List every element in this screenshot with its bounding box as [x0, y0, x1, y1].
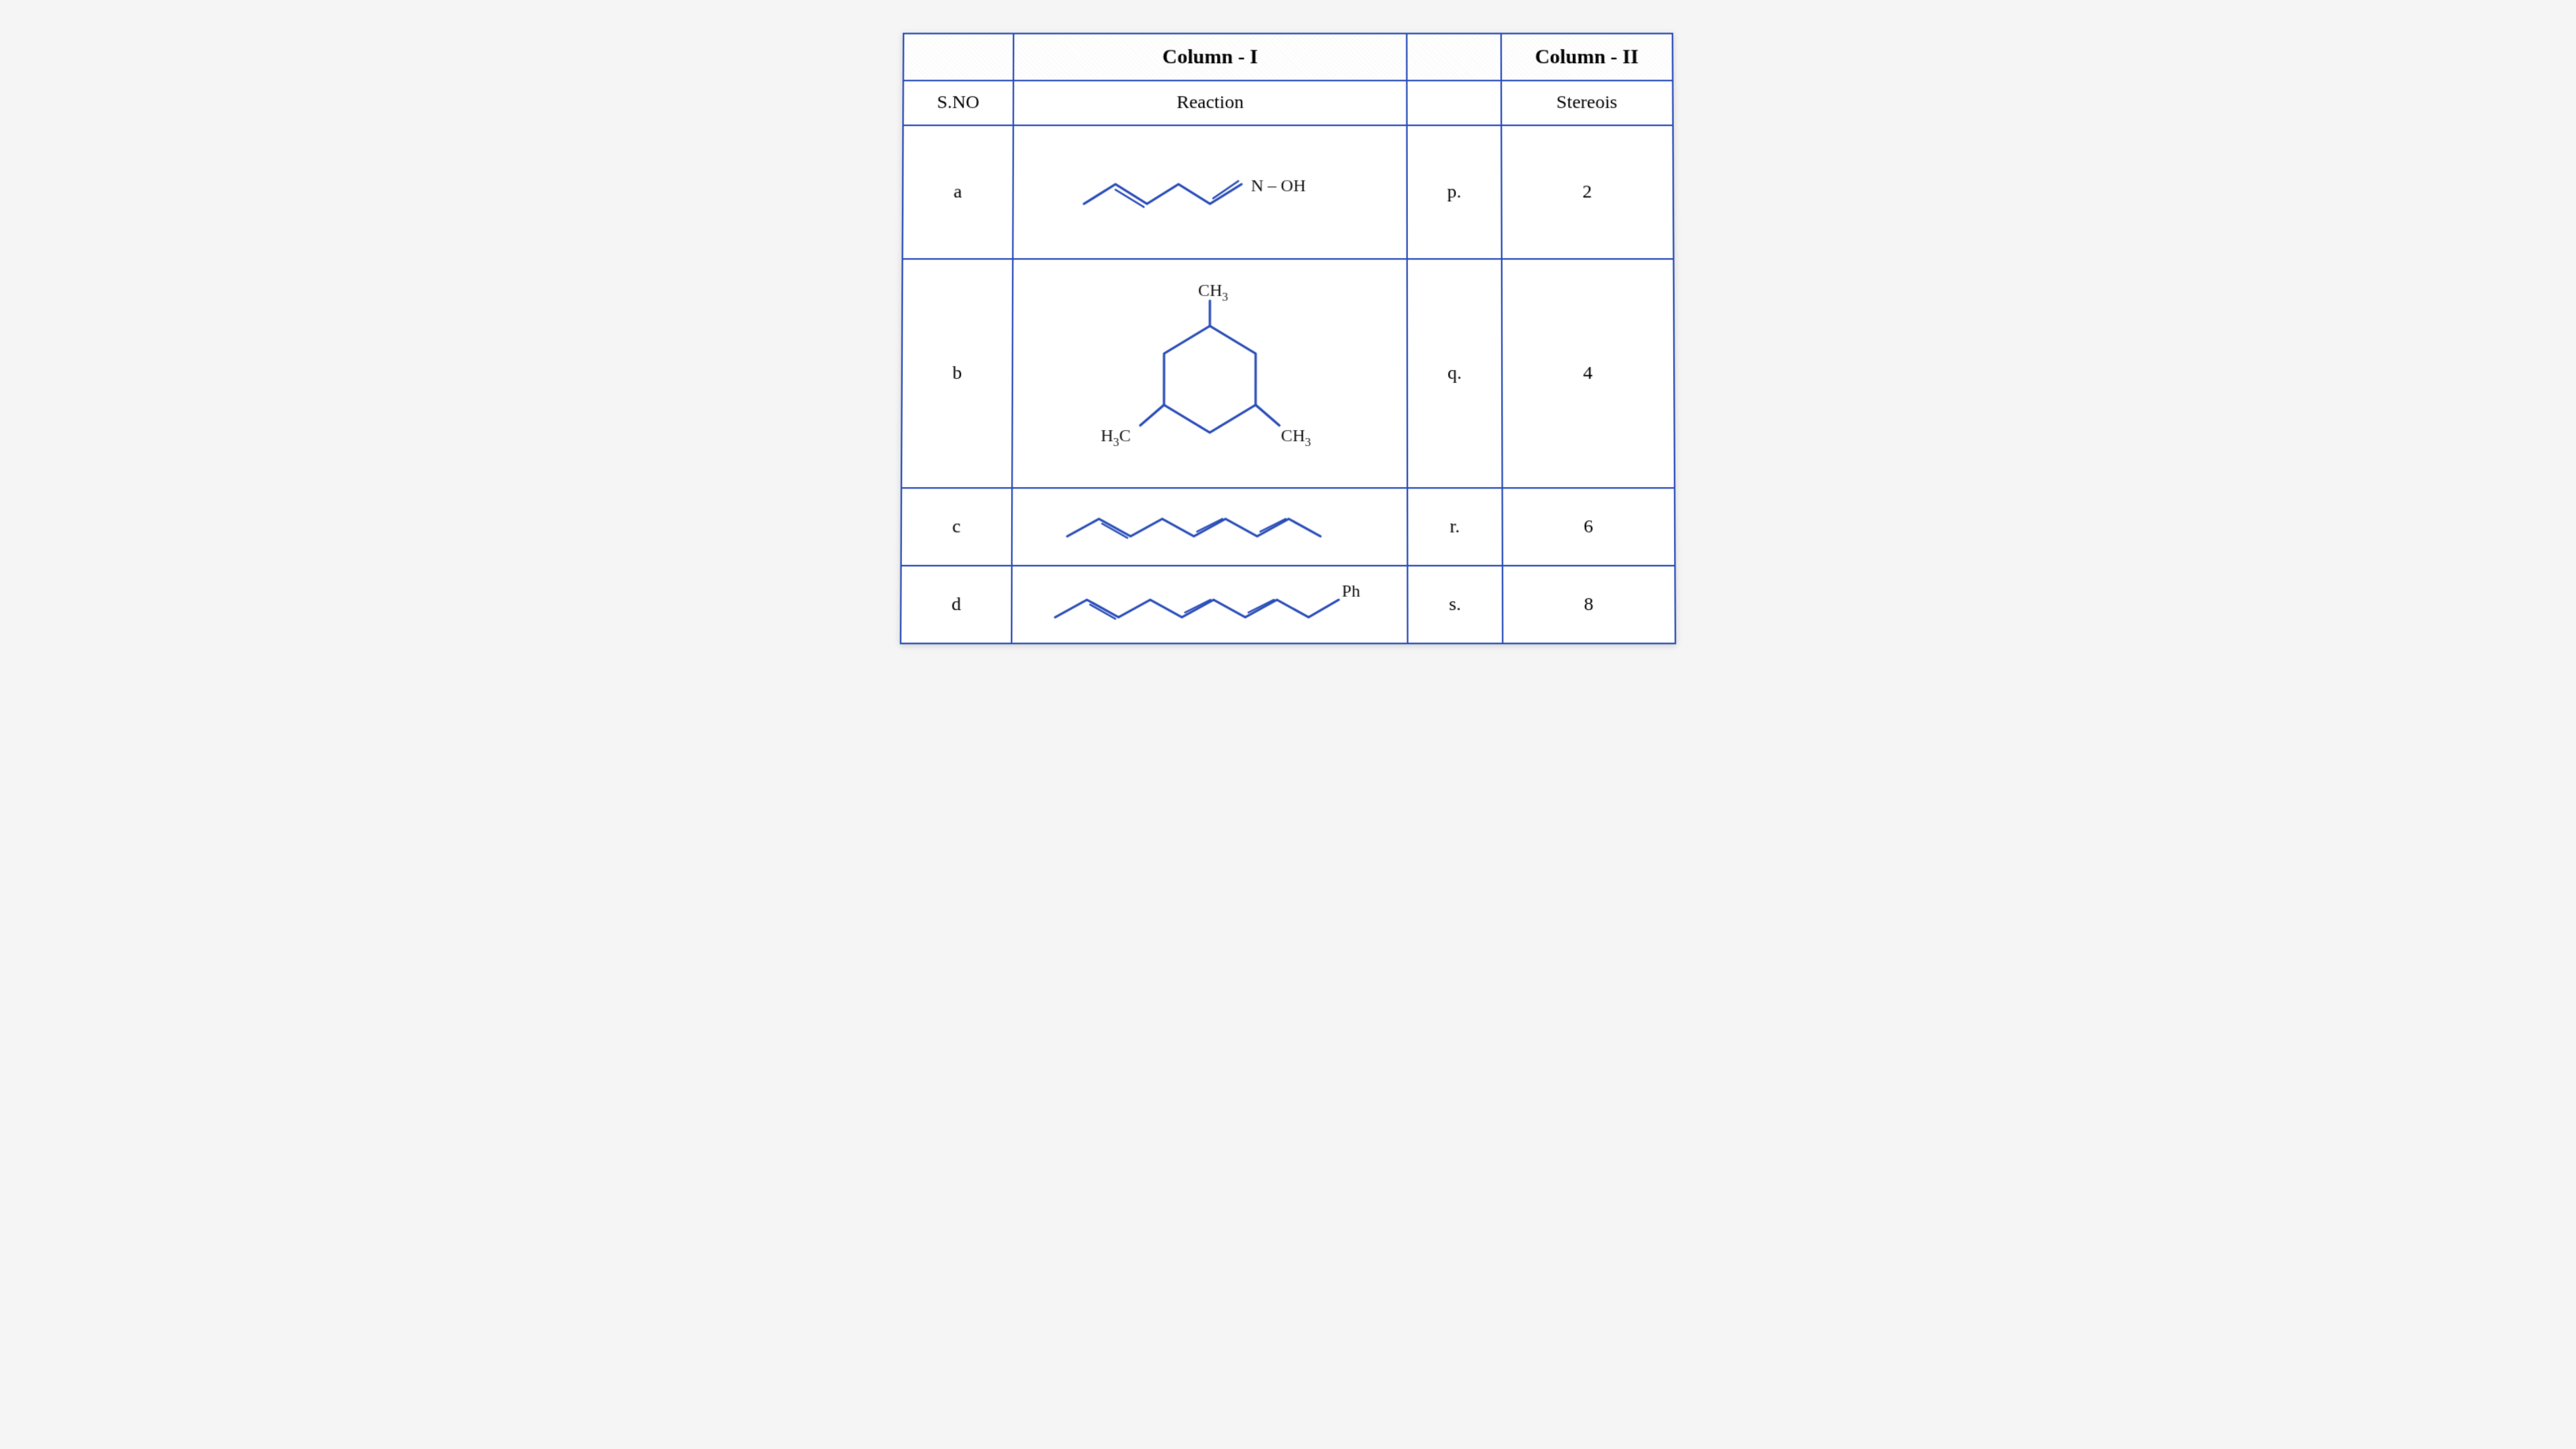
table-row: c r. 6 — [901, 488, 1676, 565]
molecule-triene-c8 — [1051, 504, 1368, 549]
molecule-triene-ph: Ph — [1039, 582, 1380, 627]
label-ch3-right: CH3 — [1281, 425, 1311, 449]
cell-sno: d — [900, 566, 1012, 644]
cell-reaction — [1012, 488, 1408, 565]
label-ch3-top: CH3 — [1198, 280, 1228, 304]
header-blank-2 — [1407, 34, 1501, 81]
cell-reaction: N – OH — [1013, 125, 1407, 259]
header-row: Column - I Column - II — [904, 34, 1673, 81]
cell-value: 6 — [1502, 488, 1675, 565]
label-noh: N – OH — [1251, 175, 1306, 195]
molecule-trimethyl-cyclohexane: CH3 CH3 H3C — [1084, 279, 1337, 468]
cell-key: s. — [1408, 566, 1503, 644]
header-column-2: Column - II — [1501, 34, 1673, 81]
cell-key: p. — [1407, 125, 1501, 259]
cell-reaction: CH3 CH3 H3C — [1012, 259, 1407, 488]
table-row: a N – OH p. 2 — [902, 125, 1673, 259]
subheader-reaction: Reaction — [1013, 80, 1407, 125]
subheader-stereo: Stereois — [1501, 80, 1673, 125]
cell-value: 8 — [1502, 566, 1675, 644]
table-row: b CH3 CH3 H3C q. 4 — [901, 259, 1675, 488]
header-column-1: Column - I — [1013, 34, 1407, 81]
cell-sno: b — [901, 259, 1013, 488]
cell-key: q. — [1407, 259, 1502, 488]
subheader-row: S.NO Reaction Stereois — [903, 80, 1672, 125]
cell-reaction: Ph — [1012, 566, 1408, 644]
label-h3c-left: H3C — [1101, 425, 1131, 449]
matching-table: Column - I Column - II S.NO Reaction Ste… — [900, 33, 1676, 645]
molecule-oxime-diene: N – OH — [1068, 157, 1352, 228]
cell-key: r. — [1408, 488, 1503, 565]
header-blank-1 — [904, 34, 1014, 81]
cell-sno: a — [902, 125, 1013, 259]
label-ph: Ph — [1342, 582, 1360, 601]
cell-value: 4 — [1501, 259, 1675, 488]
cell-value: 2 — [1501, 125, 1674, 259]
table-row: d Ph s. 8 — [900, 566, 1676, 644]
subheader-sno: S.NO — [903, 80, 1013, 125]
table: Column - I Column - II S.NO Reaction Ste… — [900, 33, 1676, 645]
subheader-blank — [1407, 80, 1501, 125]
cell-sno: c — [901, 488, 1013, 565]
